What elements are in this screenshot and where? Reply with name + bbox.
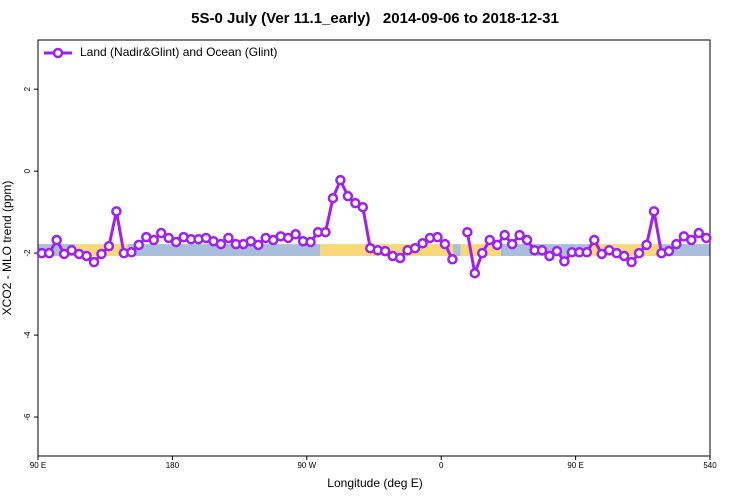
data-point (155, 227, 167, 239)
x-tick-label: 0 (439, 461, 444, 470)
data-point (506, 238, 518, 250)
data-point (514, 229, 525, 241)
x-tick-label: 90 E (30, 461, 46, 470)
data-point (170, 236, 182, 248)
band (453, 244, 461, 256)
data-point (305, 236, 316, 248)
data-point (693, 227, 705, 239)
x-tick-label: 180 (166, 461, 180, 470)
data-point (484, 234, 495, 246)
data-point (88, 256, 100, 268)
data-point (223, 232, 234, 244)
band (659, 244, 710, 256)
data-point (633, 247, 645, 259)
data-point (335, 174, 346, 186)
y-tick-label: -4 (23, 331, 32, 339)
data-point (327, 192, 339, 204)
y-axis-label: XCO2 - MLO trend (ppm) (0, 181, 14, 316)
data-point (253, 239, 264, 251)
legend-marker (52, 47, 64, 59)
data-point (462, 226, 473, 238)
data-point (417, 238, 428, 249)
data-point (663, 245, 675, 257)
data-point (618, 250, 630, 262)
data-point (439, 238, 451, 250)
data-point (648, 206, 660, 217)
data-point (350, 197, 361, 209)
data-point (96, 248, 107, 260)
data-point (357, 201, 369, 213)
plot-frame (37, 39, 711, 457)
chart-title: 5S-0 July (Ver 11.1_early) 2014-09-06 to… (191, 10, 559, 27)
data-point (641, 239, 652, 251)
data-point (290, 229, 301, 240)
x-tick-label: 90 E (567, 461, 583, 470)
series-line (41, 178, 708, 275)
data-point (581, 247, 593, 258)
data-point (491, 239, 503, 251)
data-point (671, 238, 682, 250)
data-point (394, 252, 406, 264)
y-tick-label: 0 (23, 168, 32, 173)
data-point (477, 247, 488, 259)
y-tick-label: -6 (23, 413, 32, 421)
y-tick-label: 2 (23, 86, 32, 91)
data-point (133, 239, 145, 251)
data-point (43, 247, 55, 259)
band (38, 244, 76, 256)
data-point (126, 247, 137, 258)
data-point (536, 245, 548, 256)
data-point (559, 256, 570, 267)
data-point (521, 234, 533, 246)
data-point (81, 250, 92, 262)
x-axis-label: Longitude (deg E) (327, 476, 422, 490)
data-point (447, 254, 458, 265)
legend-label: Land (Nadir&Glint) and Ocean (Glint) (80, 45, 277, 59)
data-point (469, 267, 481, 279)
data-point (148, 234, 159, 246)
y-tick-label: -2 (23, 249, 32, 257)
data-point (686, 234, 697, 246)
data-point (342, 190, 354, 202)
data-point (409, 242, 421, 254)
data-point (163, 232, 174, 244)
data-point (379, 245, 391, 257)
data-point (320, 226, 331, 238)
data-point (544, 250, 555, 262)
data-point (626, 256, 637, 268)
x-tick-label: 90 W (297, 461, 316, 470)
data-point (432, 231, 443, 243)
x-tick-label: 540 (703, 461, 717, 470)
band (590, 244, 660, 256)
band (127, 244, 321, 256)
data-point (701, 232, 712, 244)
data-point (589, 234, 600, 246)
data-point (103, 240, 115, 252)
data-point (499, 229, 510, 241)
data-point (51, 234, 62, 246)
data-point (111, 206, 122, 217)
data-point (551, 245, 563, 257)
data-point (215, 238, 227, 250)
